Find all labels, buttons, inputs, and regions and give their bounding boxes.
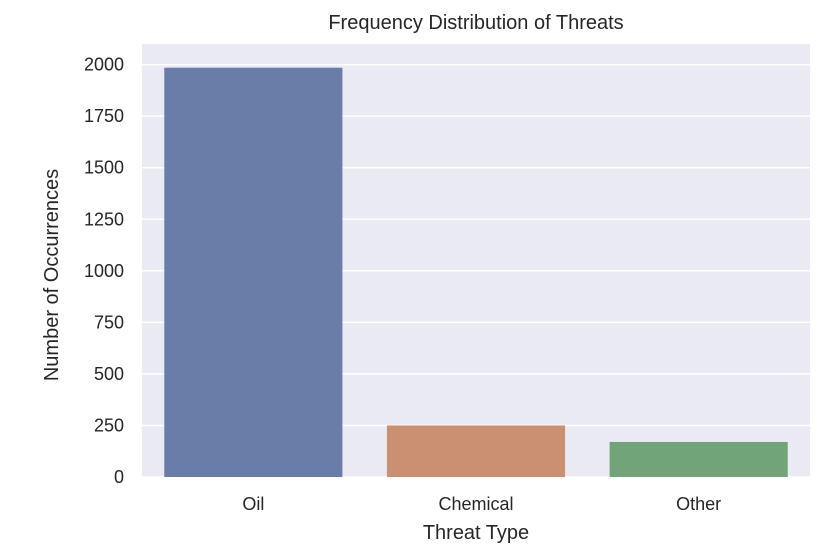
y-axis-label: Number of Occurrences	[41, 169, 63, 381]
x-tick-label: Chemical	[438, 494, 513, 514]
bar-chemical	[386, 425, 566, 477]
y-tick-label: 1500	[84, 158, 124, 178]
x-tick-labels: Oil Chemical Other	[242, 494, 721, 514]
y-tick-label: 500	[94, 364, 124, 384]
y-tick-label: 1000	[84, 261, 124, 281]
x-axis-label: Threat Type	[423, 522, 529, 544]
y-tick-label: 1250	[84, 209, 124, 229]
y-tick-label: 750	[94, 312, 124, 332]
chart-title: Frequency Distribution of Threats	[328, 12, 623, 34]
bar-oil	[164, 67, 343, 477]
y-tick-label: 1750	[84, 106, 124, 126]
y-tick-label: 2000	[84, 55, 124, 75]
y-tick-labels: 0 250 500 750 1000 1250 1500 1750 2000	[84, 55, 124, 487]
bars	[164, 67, 788, 477]
y-tick-label: 0	[114, 467, 124, 487]
y-tick-label: 250	[94, 415, 124, 435]
x-tick-label: Oil	[242, 494, 264, 514]
bar-other	[609, 441, 788, 477]
x-tick-label: Other	[676, 494, 721, 514]
